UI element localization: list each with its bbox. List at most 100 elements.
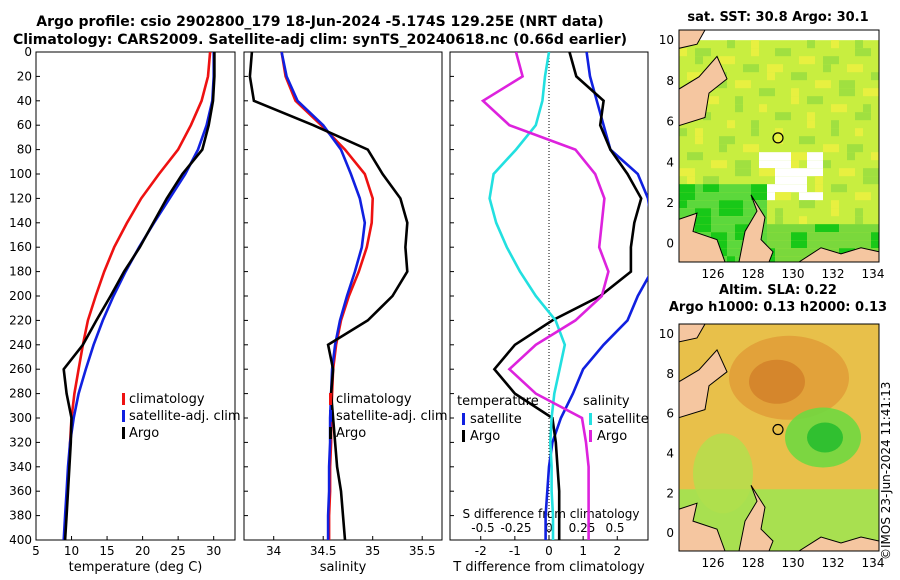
sst-x-tick: 126 (702, 267, 725, 281)
x-tick-label: 34 (266, 544, 281, 558)
sst-cell (727, 248, 735, 257)
legend-swatch (589, 413, 592, 425)
land-north (679, 30, 706, 49)
sst-cell (711, 184, 719, 193)
sst-cell (831, 104, 839, 113)
sst-cell (767, 192, 775, 201)
legend-swatch (462, 413, 465, 425)
legend-swatch (122, 393, 125, 405)
x-tick-top-label: 0 (545, 521, 553, 535)
y-tick-label: 260 (9, 362, 32, 376)
sst-cell (767, 184, 775, 193)
sst-cell (807, 120, 815, 129)
sst-cell (807, 192, 815, 201)
x-tick-top-label: -0.5 (471, 521, 494, 535)
sst-cell (775, 232, 783, 241)
sst-y-tick: 10 (659, 33, 674, 47)
sst-y-tick: 6 (666, 115, 674, 129)
sst-cell (823, 224, 831, 233)
sst-cell (871, 176, 879, 185)
land-new-guinea (798, 536, 879, 551)
sst-cell (863, 88, 871, 97)
x-axis-top-label: S difference from climatology (463, 507, 640, 521)
sla-y-tick: 2 (666, 486, 674, 500)
sst-cell (807, 240, 815, 249)
sst-cell (759, 192, 767, 201)
sst-cell (791, 176, 799, 185)
sst-cell (783, 248, 791, 257)
sst-cell (735, 256, 743, 262)
sst-cell (735, 104, 743, 113)
sst-cell (687, 72, 695, 81)
sla-y-tick: 8 (666, 367, 674, 381)
sst-cell (871, 240, 879, 249)
sst-cell (719, 232, 727, 241)
sst-cell (751, 48, 759, 57)
sst-cell (871, 152, 879, 161)
sst-x-tick: 134 (862, 267, 885, 281)
sst-cell (775, 176, 783, 185)
sst-cell (767, 256, 775, 262)
sst-cell (727, 136, 735, 145)
sst-cell (711, 200, 719, 209)
sst-argo-marker (772, 132, 784, 144)
sst-y-tick: 4 (666, 155, 674, 169)
sst-cell (783, 240, 791, 249)
sst-cell (855, 240, 863, 249)
sst-cell (679, 48, 687, 57)
sst-cell (823, 144, 831, 153)
y-tick-label: 400 (9, 533, 32, 547)
sst-cell (727, 216, 735, 225)
sst-cell (839, 88, 847, 97)
sst-cell (719, 160, 727, 169)
sst-cell (679, 128, 687, 137)
sst-cell (807, 248, 815, 257)
sst-cell (815, 224, 823, 233)
sst-cell (735, 224, 743, 233)
sst-cell (751, 144, 759, 153)
y-tick-label: 100 (9, 167, 32, 181)
x-tick-label: 2 (613, 544, 621, 558)
sst-cell (767, 72, 775, 81)
y-tick-label: 240 (9, 338, 32, 352)
sst-cell (807, 136, 815, 145)
x-tick-label: 20 (135, 544, 150, 558)
sla-field (679, 324, 879, 551)
sst-cell (783, 176, 791, 185)
sst-cell (687, 184, 695, 193)
sla-x-tick: 128 (742, 556, 765, 570)
sst-cell (783, 192, 791, 201)
sst-cell (807, 112, 815, 121)
x-tick-top-label: 0.25 (569, 521, 596, 535)
sst-cell (799, 240, 807, 249)
land-mindanao (679, 55, 728, 127)
sst-cell (775, 152, 783, 161)
sla-frame (678, 323, 880, 552)
sst-cell (775, 48, 783, 57)
legend-label: satellite-adj. clim (129, 409, 241, 424)
sst-cell (831, 208, 839, 217)
sst-cell (783, 160, 791, 169)
sst-cell (711, 224, 719, 233)
sst-cell (759, 200, 767, 209)
sst-cell (839, 232, 847, 241)
sst-cell (679, 168, 687, 177)
x-axis-label: temperature (deg C) (69, 560, 203, 575)
sst-cell (847, 240, 855, 249)
sst-cell (767, 232, 775, 241)
sst-cell (695, 136, 703, 145)
sst-cell (743, 208, 751, 217)
sst-cell (791, 152, 799, 161)
sst-cell (831, 240, 839, 249)
y-tick-label: 60 (17, 118, 32, 132)
sst-cell (855, 192, 863, 201)
sst-cell (847, 80, 855, 89)
header-line-1: Argo profile: csio 2902800_179 18-Jun-20… (36, 14, 604, 30)
y-tick-label: 140 (9, 216, 32, 230)
sst-cell (823, 56, 831, 65)
land-mindanao (679, 348, 728, 419)
y-tick-label: 360 (9, 484, 32, 498)
sst-cell (783, 112, 791, 121)
sst-cell (695, 152, 703, 161)
sst-cell (711, 160, 719, 169)
